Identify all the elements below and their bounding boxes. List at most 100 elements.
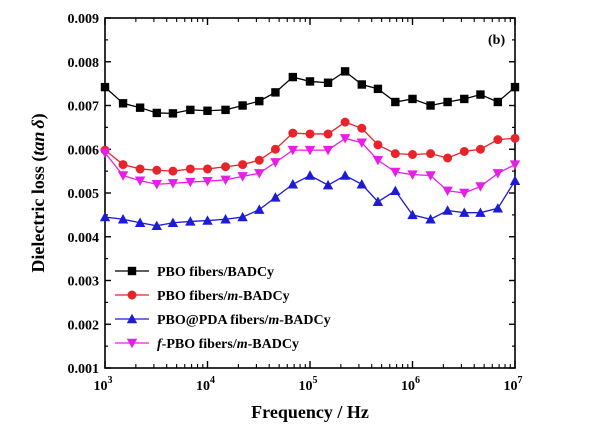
data-point <box>221 105 230 115</box>
series-line <box>104 174 516 227</box>
data-point <box>509 175 521 185</box>
data-point <box>237 211 248 222</box>
data-point <box>340 67 350 76</box>
legend-label: PBO fibers/m-BADCy <box>157 289 290 304</box>
legend-label: PBO fibers/BADCy <box>157 265 274 280</box>
data-point <box>442 186 453 197</box>
series-layer <box>99 67 521 231</box>
data-point <box>459 207 470 217</box>
data-point <box>287 145 299 156</box>
y-axis-title-close: ) <box>28 113 49 119</box>
data-point <box>135 103 145 112</box>
data-point <box>304 145 316 156</box>
data-point <box>167 217 179 227</box>
data-point <box>99 211 111 222</box>
y-axis-title-tan: tan <box>28 132 48 156</box>
data-point <box>390 185 401 196</box>
data-point <box>254 169 265 179</box>
data-point <box>443 153 453 163</box>
series-3 <box>99 134 521 199</box>
data-point <box>340 117 350 127</box>
data-point <box>168 166 178 176</box>
data-point <box>475 144 485 154</box>
y-tick-label: 0.002 <box>68 318 100 333</box>
data-point <box>459 188 470 199</box>
data-point <box>493 135 503 145</box>
data-point <box>476 90 485 99</box>
data-point <box>100 82 110 92</box>
data-point <box>270 158 281 168</box>
legend-item: f-PBO fibers/m-BADCy <box>115 337 299 352</box>
data-point <box>99 148 111 158</box>
data-point <box>118 99 128 108</box>
data-point <box>356 138 367 148</box>
y-tick-label: 0.005 <box>68 187 100 202</box>
data-point <box>475 207 486 217</box>
legend-item: PBO@PDA fibers/m-BADCy <box>115 313 331 328</box>
data-point <box>322 145 334 156</box>
y-tick-label: 0.007 <box>68 100 100 115</box>
legend-label: PBO@PDA fibers/m-BADCy <box>157 313 331 328</box>
x-tick-label: 107 <box>504 375 523 394</box>
data-point <box>373 140 383 150</box>
legend-marker <box>127 266 137 276</box>
y-tick-label: 0.009 <box>68 12 100 27</box>
data-point <box>237 172 248 182</box>
data-point <box>493 97 503 107</box>
data-point <box>271 88 280 97</box>
data-point <box>152 108 161 118</box>
data-point <box>442 205 453 215</box>
y-tick-label: 0.003 <box>68 275 100 290</box>
y-tick-label: 0.001 <box>68 362 100 377</box>
legend-marker <box>127 290 137 300</box>
data-point <box>322 179 334 190</box>
data-point <box>373 84 383 94</box>
tick-labels: 0.001 0.002 0.003 0.004 0.005 0.006 0.007 0.008… <box>68 12 523 394</box>
data-point <box>270 144 280 154</box>
data-point <box>203 164 212 174</box>
y-tick-label: 0.004 <box>68 231 100 246</box>
data-point <box>304 170 316 180</box>
data-point <box>117 171 129 181</box>
data-point <box>134 176 146 186</box>
data-point <box>305 129 315 139</box>
data-point <box>425 171 436 181</box>
data-point <box>357 80 366 89</box>
data-point <box>407 170 418 180</box>
data-point <box>288 128 298 138</box>
data-point <box>202 176 213 187</box>
data-point <box>168 109 178 118</box>
data-point <box>390 149 400 159</box>
data-point <box>426 101 435 110</box>
series-2 <box>99 170 521 231</box>
data-point <box>408 94 417 104</box>
y-tick-label: 0.008 <box>68 56 100 71</box>
data-point <box>152 165 162 175</box>
data-point <box>135 164 145 174</box>
legend-item: PBO fibers/BADCy <box>115 265 274 280</box>
data-point <box>220 214 231 224</box>
series-0 <box>100 67 520 118</box>
data-point <box>510 133 520 143</box>
legend: PBO fibers/BADCy PBO fibers/m-BADCy PBO@PD… <box>115 265 331 352</box>
data-point <box>305 77 315 86</box>
data-point <box>185 177 196 188</box>
x-tick-label: 104 <box>196 375 215 394</box>
data-point <box>391 97 400 107</box>
data-point <box>460 94 469 104</box>
data-point <box>221 162 231 172</box>
x-tick-label: 105 <box>299 375 318 394</box>
data-point <box>390 167 401 178</box>
data-point <box>357 123 367 133</box>
data-point <box>492 203 504 213</box>
data-point <box>339 170 351 180</box>
data-point <box>288 72 298 82</box>
data-point <box>323 129 333 139</box>
data-point <box>220 175 231 186</box>
legend-marker <box>126 338 138 349</box>
x-axis-title: Frequency / Hz <box>251 402 369 422</box>
x-tick-label: 103 <box>94 375 113 394</box>
data-point <box>509 160 521 170</box>
data-point <box>372 196 384 206</box>
